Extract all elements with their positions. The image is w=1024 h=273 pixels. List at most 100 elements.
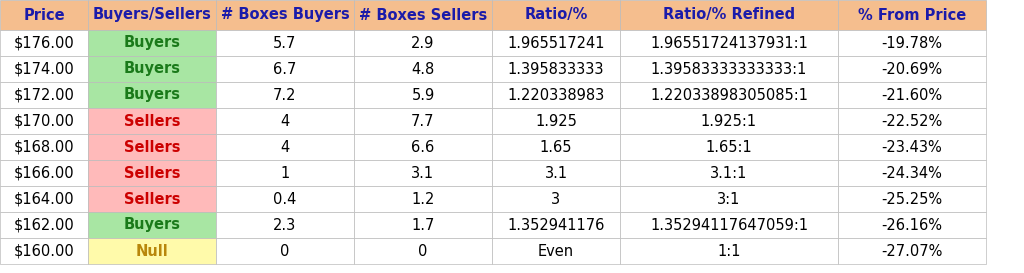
Bar	[216, 238, 354, 264]
Bar	[88, 238, 216, 264]
Text: 1.65:1: 1.65:1	[706, 140, 753, 155]
Bar	[492, 134, 620, 160]
Text: 1.96551724137931:1: 1.96551724137931:1	[650, 35, 808, 51]
Text: Null: Null	[135, 244, 168, 259]
Text: $176.00: $176.00	[13, 35, 75, 51]
Text: -21.60%: -21.60%	[882, 88, 942, 102]
Bar	[492, 160, 620, 186]
Text: -19.78%: -19.78%	[882, 35, 942, 51]
Text: 4.8: 4.8	[412, 61, 434, 76]
Bar	[216, 212, 354, 238]
Bar	[354, 238, 492, 264]
Text: # Boxes Buyers: # Boxes Buyers	[220, 7, 349, 22]
Bar	[838, 186, 986, 212]
Bar	[88, 30, 216, 56]
Bar	[0, 134, 88, 160]
Text: 1.35294117647059:1: 1.35294117647059:1	[650, 218, 808, 233]
Bar	[0, 30, 88, 56]
Text: 5.9: 5.9	[412, 88, 434, 102]
Bar	[620, 30, 838, 56]
Text: $160.00: $160.00	[13, 244, 75, 259]
Bar	[492, 238, 620, 264]
Bar	[88, 108, 216, 134]
Bar	[354, 56, 492, 82]
Bar	[838, 82, 986, 108]
Bar	[0, 238, 88, 264]
Bar	[354, 82, 492, 108]
Text: 1.925: 1.925	[536, 114, 577, 129]
Bar	[492, 82, 620, 108]
Text: 2.9: 2.9	[412, 35, 434, 51]
Bar	[88, 56, 216, 82]
Text: 1.39583333333333:1: 1.39583333333333:1	[651, 61, 807, 76]
Text: $164.00: $164.00	[13, 191, 75, 206]
Bar	[88, 82, 216, 108]
Text: 3.1:1: 3.1:1	[711, 165, 748, 180]
Bar	[216, 0, 354, 30]
Bar	[354, 30, 492, 56]
Bar	[0, 108, 88, 134]
Text: 3: 3	[552, 191, 560, 206]
Bar	[216, 186, 354, 212]
Text: 6.7: 6.7	[273, 61, 297, 76]
Text: $172.00: $172.00	[13, 88, 75, 102]
Bar	[620, 56, 838, 82]
Text: 1: 1	[281, 165, 290, 180]
Text: -20.69%: -20.69%	[882, 61, 942, 76]
Bar	[354, 0, 492, 30]
Bar	[88, 186, 216, 212]
Bar	[838, 0, 986, 30]
Bar	[492, 212, 620, 238]
Bar	[354, 212, 492, 238]
Text: % From Price: % From Price	[858, 7, 966, 22]
Bar	[0, 82, 88, 108]
Text: -27.07%: -27.07%	[882, 244, 943, 259]
Bar	[620, 160, 838, 186]
Bar	[620, 212, 838, 238]
Text: $168.00: $168.00	[13, 140, 75, 155]
Bar	[88, 0, 216, 30]
Text: 0: 0	[281, 244, 290, 259]
Text: Even: Even	[538, 244, 574, 259]
Bar	[0, 186, 88, 212]
Text: 0.4: 0.4	[273, 191, 297, 206]
Text: Price: Price	[24, 7, 65, 22]
Text: $166.00: $166.00	[13, 165, 75, 180]
Text: Buyers/Sellers: Buyers/Sellers	[92, 7, 211, 22]
Bar	[838, 30, 986, 56]
Bar	[620, 134, 838, 160]
Bar	[838, 160, 986, 186]
Bar	[838, 238, 986, 264]
Bar	[492, 0, 620, 30]
Bar	[88, 134, 216, 160]
Text: Buyers: Buyers	[124, 61, 180, 76]
Bar	[492, 30, 620, 56]
Text: 4: 4	[281, 114, 290, 129]
Bar	[216, 108, 354, 134]
Text: 1.925:1: 1.925:1	[701, 114, 757, 129]
Text: $174.00: $174.00	[13, 61, 75, 76]
Text: Sellers: Sellers	[124, 114, 180, 129]
Bar	[0, 56, 88, 82]
Text: 1.352941176: 1.352941176	[507, 218, 605, 233]
Bar	[492, 56, 620, 82]
Text: 1.220338983: 1.220338983	[507, 88, 604, 102]
Bar	[354, 108, 492, 134]
Text: 4: 4	[281, 140, 290, 155]
Bar	[620, 238, 838, 264]
Text: Sellers: Sellers	[124, 140, 180, 155]
Text: Ratio/% Refined: Ratio/% Refined	[663, 7, 795, 22]
Text: Sellers: Sellers	[124, 191, 180, 206]
Bar	[838, 108, 986, 134]
Text: Buyers: Buyers	[124, 218, 180, 233]
Text: 1.65: 1.65	[540, 140, 572, 155]
Bar	[492, 186, 620, 212]
Bar	[216, 160, 354, 186]
Text: -24.34%: -24.34%	[882, 165, 942, 180]
Bar	[88, 212, 216, 238]
Bar	[0, 0, 88, 30]
Text: Sellers: Sellers	[124, 165, 180, 180]
Bar	[620, 0, 838, 30]
Text: Buyers: Buyers	[124, 35, 180, 51]
Bar	[838, 212, 986, 238]
